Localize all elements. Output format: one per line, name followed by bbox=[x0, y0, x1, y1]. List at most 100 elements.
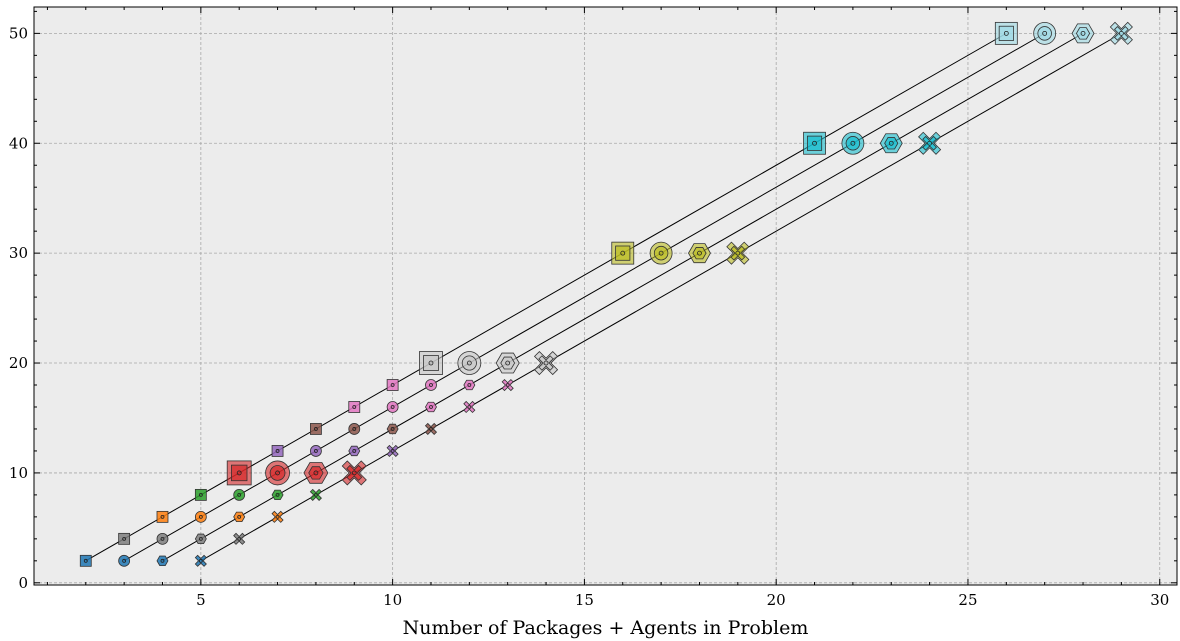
marker-center bbox=[237, 536, 242, 541]
square-marker bbox=[79, 554, 92, 567]
markers bbox=[79, 21, 1133, 567]
circle-marker bbox=[348, 423, 361, 435]
hexagon-marker bbox=[194, 533, 207, 545]
marker-center bbox=[505, 360, 511, 366]
axes-frame bbox=[33, 6, 1178, 586]
marker-center bbox=[850, 140, 856, 146]
marker-center bbox=[543, 360, 549, 366]
marker-outer bbox=[156, 555, 169, 566]
marker-outer bbox=[501, 378, 514, 392]
square-marker bbox=[348, 401, 361, 413]
x-marker bbox=[463, 400, 476, 414]
marker-outer bbox=[156, 510, 169, 523]
y-tick-label: 50 bbox=[9, 24, 28, 42]
hexagon-marker bbox=[386, 423, 399, 435]
marker-center bbox=[160, 558, 165, 563]
marker-inner bbox=[922, 135, 937, 151]
marker-outer bbox=[156, 532, 169, 545]
marker-center bbox=[927, 140, 933, 146]
y-tick-label: 30 bbox=[9, 244, 28, 262]
marker-center bbox=[198, 536, 203, 541]
marker-inner bbox=[884, 137, 899, 150]
marker-center bbox=[1080, 30, 1086, 36]
circle-marker bbox=[386, 401, 399, 413]
x-tick-label: 5 bbox=[196, 591, 206, 609]
marker-center bbox=[160, 536, 165, 541]
marker-outer bbox=[118, 532, 131, 545]
marker-center bbox=[237, 492, 242, 497]
square-marker bbox=[419, 351, 443, 375]
y-tick-label: 20 bbox=[9, 354, 28, 372]
circle-marker bbox=[156, 532, 169, 545]
square-marker bbox=[118, 532, 131, 545]
marker-center bbox=[467, 405, 472, 409]
hexagon-marker bbox=[463, 379, 476, 391]
marker-outer bbox=[348, 423, 361, 435]
grid bbox=[34, 7, 1177, 585]
square-marker bbox=[226, 460, 252, 486]
marker-center bbox=[275, 492, 280, 497]
marker-outer bbox=[309, 488, 322, 501]
x-marker bbox=[918, 131, 942, 155]
marker-outer bbox=[424, 422, 438, 436]
marker-inner bbox=[269, 465, 286, 481]
y-tick-label: 10 bbox=[9, 464, 28, 482]
marker-outer bbox=[271, 445, 284, 457]
marker-outer bbox=[386, 423, 399, 435]
x-marker bbox=[501, 378, 514, 392]
marker-center bbox=[429, 427, 433, 431]
marker-outer bbox=[463, 379, 476, 391]
x-marker bbox=[533, 350, 559, 376]
marker-center bbox=[83, 558, 88, 563]
x-tick-label: 30 bbox=[1150, 591, 1169, 609]
marker-outer bbox=[386, 444, 399, 458]
marker-center bbox=[351, 470, 357, 476]
marker-inner bbox=[806, 135, 823, 151]
marker-center bbox=[390, 427, 395, 431]
marker-center bbox=[466, 360, 472, 366]
marker-center bbox=[620, 250, 626, 256]
circle-marker bbox=[841, 131, 865, 155]
x-marker bbox=[194, 554, 207, 567]
marker-center bbox=[237, 514, 242, 519]
marker-outer bbox=[348, 445, 361, 457]
x-tick-label: 25 bbox=[958, 591, 977, 609]
hexagon-marker bbox=[303, 462, 329, 484]
x-marker bbox=[424, 422, 438, 436]
y-tick-label: 0 bbox=[18, 574, 28, 592]
marker-center bbox=[236, 470, 242, 476]
marker-outer bbox=[233, 532, 246, 545]
marker-center bbox=[314, 427, 318, 431]
hexagon-marker bbox=[233, 511, 246, 523]
marker-center bbox=[275, 470, 280, 476]
marker-outer bbox=[425, 379, 437, 391]
marker-inner bbox=[653, 245, 669, 261]
marker-outer bbox=[118, 554, 131, 567]
hexagon-marker bbox=[348, 445, 361, 457]
circle-marker bbox=[457, 351, 482, 375]
x-tick-label: 20 bbox=[767, 591, 786, 609]
marker-outer bbox=[386, 379, 399, 391]
marker-inner bbox=[1075, 27, 1091, 40]
marker-inner bbox=[845, 136, 861, 151]
x-marker bbox=[271, 510, 284, 523]
square-marker bbox=[386, 379, 399, 391]
marker-outer bbox=[233, 488, 246, 501]
marker-outer bbox=[310, 445, 322, 457]
marker-outer bbox=[348, 401, 361, 413]
marker-inner bbox=[308, 466, 324, 480]
marker-inner bbox=[231, 464, 248, 482]
marker-outer bbox=[79, 554, 92, 567]
marker-center bbox=[1042, 30, 1048, 36]
hexagon-marker bbox=[1071, 23, 1095, 44]
marker-center bbox=[122, 558, 127, 563]
marker-center bbox=[275, 449, 280, 453]
marker-center bbox=[735, 250, 741, 256]
x-tick-label: 15 bbox=[575, 591, 594, 609]
x-marker bbox=[233, 532, 246, 545]
marker-center bbox=[390, 383, 395, 387]
marker-center bbox=[313, 470, 319, 476]
marker-outer bbox=[463, 400, 476, 414]
x-marker bbox=[1109, 21, 1133, 45]
